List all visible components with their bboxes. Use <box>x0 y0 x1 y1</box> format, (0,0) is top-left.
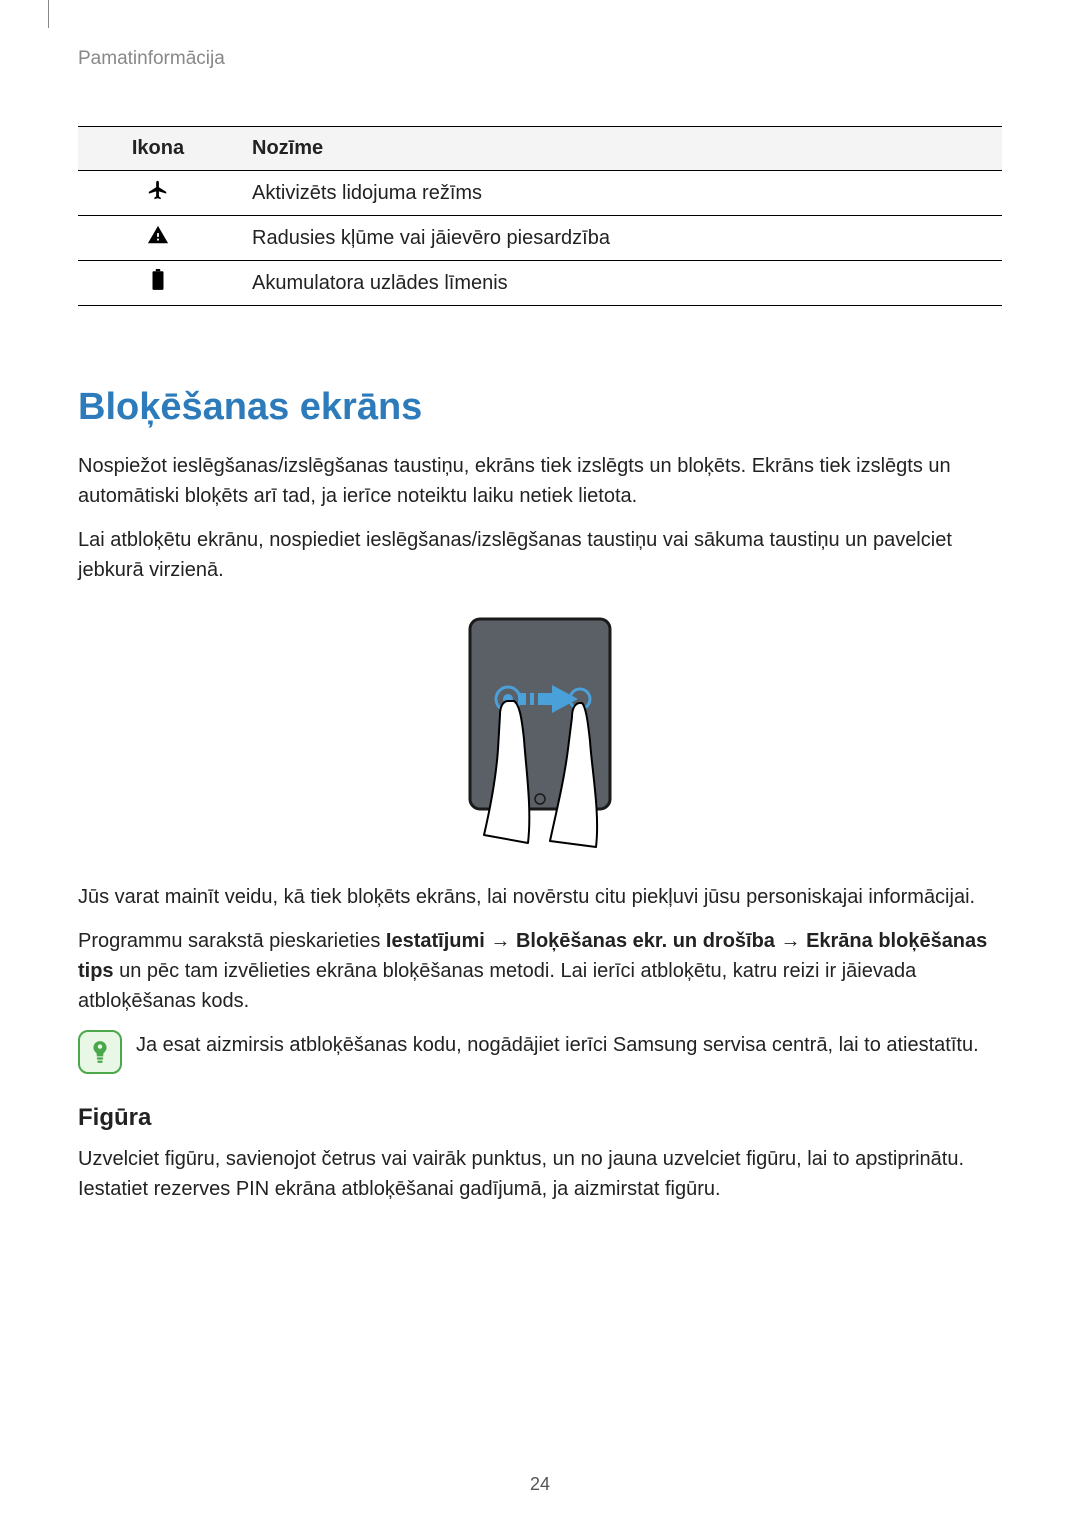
arrow: → <box>775 930 806 952</box>
arrow: → <box>485 930 516 952</box>
meaning-cell: Aktivizēts lidojuma režīms <box>238 171 1002 216</box>
battery-icon <box>78 261 238 306</box>
note-text: Ja esat aizmirsis atbloķēšanas kodu, nog… <box>136 1030 979 1074</box>
paragraph: Lai atbloķētu ekrānu, nospiediet ieslēgš… <box>78 525 1002 585</box>
swipe-illustration <box>78 609 1002 854</box>
header-meaning: Nozīme <box>238 127 1002 171</box>
table-row: Radusies kļūme vai jāievēro piesardzība <box>78 216 1002 261</box>
subsection-title: Figūra <box>78 1104 1002 1132</box>
menu-path: Iestatījumi <box>386 930 485 952</box>
menu-path: Bloķēšanas ekr. un drošība <box>516 930 775 952</box>
warning-icon <box>78 216 238 261</box>
page-number: 24 <box>0 1474 1080 1495</box>
margin-marker <box>48 0 49 28</box>
paragraph: Uzvelciet figūru, savienojot četrus vai … <box>78 1144 1002 1204</box>
note-icon <box>78 1030 122 1074</box>
paragraph: Nospiežot ieslēgšanas/izslēgšanas tausti… <box>78 451 1002 511</box>
breadcrumb: Pamatinformācija <box>78 48 1002 70</box>
icon-meaning-table: Ikona Nozīme Aktivizēts lidojuma režīms … <box>78 126 1002 306</box>
table-row: Akumulatora uzlādes līmenis <box>78 261 1002 306</box>
text-fragment: un pēc tam izvēlieties ekrāna bloķēšanas… <box>78 960 916 1012</box>
table-row: Aktivizēts lidojuma režīms <box>78 171 1002 216</box>
note-block: Ja esat aizmirsis atbloķēšanas kodu, nog… <box>78 1030 1002 1074</box>
section-title: Bloķēšanas ekrāns <box>78 386 1002 429</box>
header-icon: Ikona <box>78 127 238 171</box>
table-header-row: Ikona Nozīme <box>78 127 1002 171</box>
meaning-cell: Radusies kļūme vai jāievēro piesardzība <box>238 216 1002 261</box>
text-fragment: Programmu sarakstā pieskarieties <box>78 930 386 952</box>
airplane-icon <box>78 171 238 216</box>
meaning-cell: Akumulatora uzlādes līmenis <box>238 261 1002 306</box>
paragraph: Jūs varat mainīt veidu, kā tiek bloķēts … <box>78 882 1002 912</box>
instruction-paragraph: Programmu sarakstā pieskarieties Iestatī… <box>78 926 1002 1016</box>
